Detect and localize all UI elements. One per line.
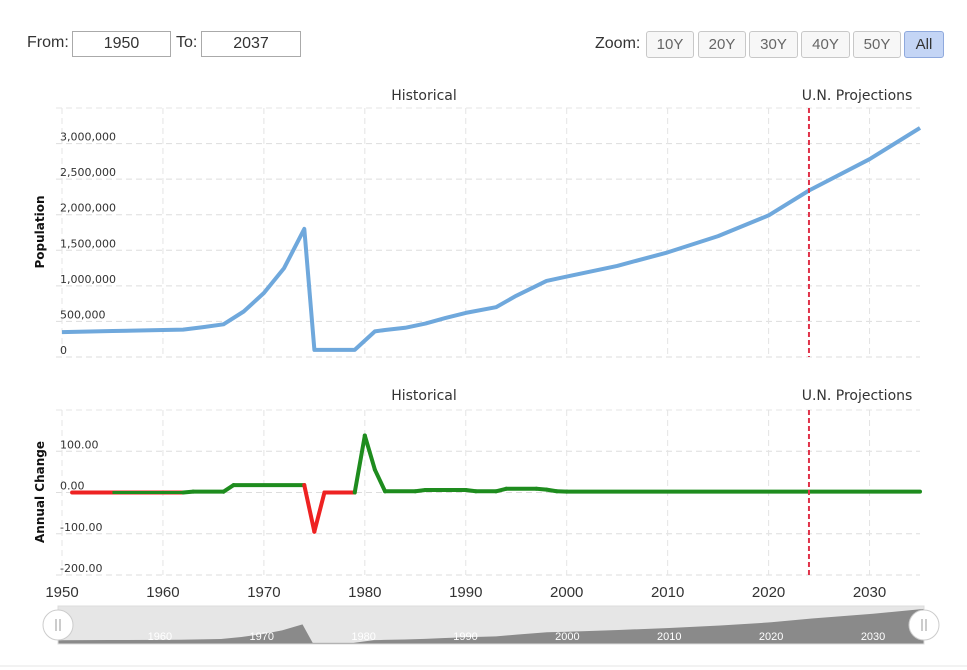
zoom-40y-button[interactable]: 40Y	[801, 31, 850, 58]
navigator-tick-label: 1970	[250, 631, 274, 643]
pop-historical-label: Historical	[391, 88, 457, 104]
series-lines	[61, 126, 922, 534]
population-line	[61, 126, 922, 352]
zoom-label: Zoom:	[595, 35, 641, 52]
range-toolbar: From: To: Zoom: 10Y 20Y 30Y 40Y 50Y All	[0, 0, 967, 80]
chg-y-ticks: -200.00 -100.00 0.00 100.00	[60, 438, 102, 575]
pop-y-tick-label: 2,000,000	[60, 202, 116, 215]
chg-y-tick-label: 0.00	[60, 480, 85, 493]
navigator-left-handle[interactable]	[42, 609, 74, 641]
chg-y-axis-title: Annual Change	[33, 441, 47, 543]
chg-y-tick-label: 100.00	[60, 438, 99, 451]
chg-projection-label: U.N. Projections	[802, 388, 913, 404]
zoom-30y-button[interactable]: 30Y	[749, 31, 798, 58]
pop-y-tick-label: 500,000	[60, 308, 106, 321]
change-line-positive-segment	[372, 467, 388, 494]
pop-y-tick-label: 2,500,000	[60, 166, 116, 179]
x-tick-label: 2000	[550, 584, 583, 601]
x-tick-label: 1970	[247, 584, 280, 601]
to-label: To:	[176, 34, 198, 51]
from-input[interactable]	[72, 31, 171, 57]
pop-y-tick-label: 1,500,000	[60, 237, 116, 250]
change-line-positive-segment	[221, 483, 236, 494]
navigator-ticks: 1960 1970 1980 1990 2000 2010 2020 2030	[148, 631, 886, 643]
zoom-20y-button[interactable]: 20Y	[698, 31, 746, 58]
navigator-series	[58, 608, 924, 644]
navigator-tick-label: 2030	[861, 631, 885, 643]
pop-y-ticks: 0 500,000 1,000,000 1,500,000 2,000,000 2,500…	[60, 131, 116, 357]
chg-y-tick-label: -200.00	[60, 562, 102, 575]
x-tick-label: 1960	[146, 584, 179, 601]
x-tick-label: 1980	[348, 584, 381, 601]
navigator-tick-label: 1980	[351, 631, 375, 643]
navigator-tick-label: 2010	[657, 631, 681, 643]
change-line-negative-segment	[312, 490, 327, 534]
pop-y-tick-label: 1,000,000	[60, 273, 116, 286]
zoom-10y-button[interactable]: 10Y	[646, 31, 694, 58]
change-line-positive-segment	[362, 433, 377, 472]
pop-y-tick-label: 0	[60, 344, 67, 357]
change-line-positive-segment	[352, 433, 367, 495]
navigator-right-handle[interactable]	[908, 609, 940, 641]
x-tick-label: 2020	[752, 584, 785, 601]
navigator-tick-label: 2000	[555, 631, 579, 643]
from-label: From:	[27, 34, 69, 51]
pop-gridlines	[56, 107, 920, 358]
zoom-50y-button[interactable]: 50Y	[853, 31, 901, 58]
x-tick-label: 2030	[853, 584, 886, 601]
x-tick-label: 2010	[651, 584, 684, 601]
navigator-tick-label: 2020	[759, 631, 783, 643]
x-ticks: 1950 1960 1970 1980 1990 2000 2010 2020 2030	[45, 584, 886, 601]
to-input[interactable]	[201, 31, 301, 57]
x-tick-label: 1990	[449, 584, 482, 601]
navigator-tick-label: 1990	[453, 631, 477, 643]
x-tick-label: 1950	[45, 584, 78, 601]
change-line-negative-segment	[302, 483, 317, 534]
pop-y-tick-label: 3,000,000	[60, 131, 116, 144]
zoom-all-button[interactable]: All	[904, 31, 944, 58]
chg-y-tick-label: -100.00	[60, 521, 102, 534]
pop-projection-label: U.N. Projections	[802, 88, 913, 104]
pop-y-axis-title: Population	[33, 195, 47, 268]
chg-historical-label: Historical	[391, 388, 457, 404]
navigator-tick-label: 1960	[148, 631, 172, 643]
